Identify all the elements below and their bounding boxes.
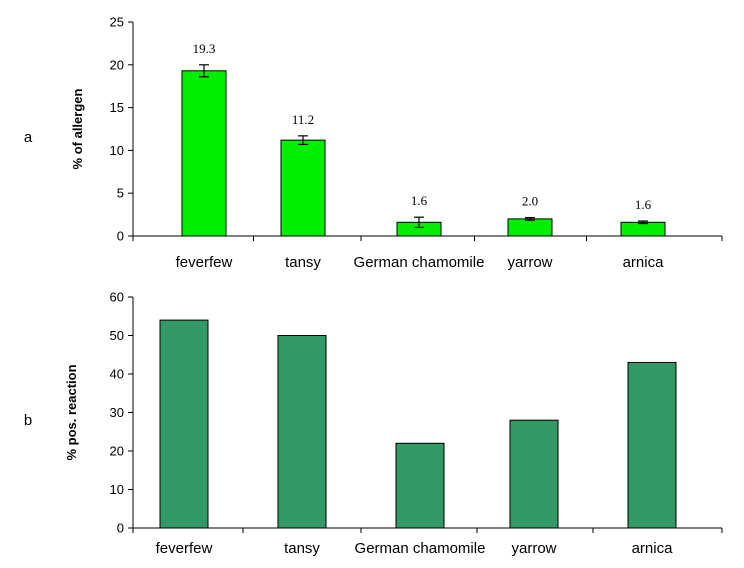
panel-a-category-label: feverfew [176,254,233,271]
panel-a-category-label: arnica [623,254,665,271]
panel-a-y-tick-label: 15 [110,100,124,115]
panel-a-y-tick-label: 20 [110,57,124,72]
panel-a-data-label: 2.0 [522,194,538,209]
panel-a-bar-feverfew [181,70,227,237]
panel-a-category-label: tansy [285,254,321,271]
panel-b-y-tick-label: 60 [110,290,124,305]
panel-b-label: b [24,412,32,429]
panel-b-bar-yarrow [509,419,559,529]
panel-a-y-tick-label: 5 [117,186,124,201]
panel-b-bar-arnica [627,361,677,529]
panel-a-y-tick-label: 0 [117,229,124,244]
panel-b-y-tick-label: 40 [110,367,124,382]
panel-b-y-tick-label: 0 [117,521,124,536]
panel-a-data-label: 1.6 [635,197,652,212]
panel-b-bar-feverfew [159,319,209,529]
panel-b-bar-tansy [277,335,327,529]
panel-b-y-tick-label: 20 [110,444,124,459]
panel-a-data-label: 1.6 [411,193,428,208]
panel-b-category-label: yarrow [511,540,556,557]
panel-a-y-tick-label: 10 [110,143,124,158]
panel-b-y-axis-title: % pos. reaction [64,364,79,460]
panel-a-y-tick-label: 25 [110,15,124,30]
panel-a-label: a [24,129,33,146]
panel-a-bar-tansy [280,139,326,237]
panel-b-y-tick-label: 10 [110,482,124,497]
panel-b-category-label: German chamomile [355,540,486,557]
panel-a-bar-arnica [620,221,666,237]
panel-a-bar-yarrow [507,218,553,237]
panel-b-category-label: arnica [632,540,674,557]
panel-a-category-label: yarrow [507,254,552,271]
panel-b-category-label: tansy [284,540,320,557]
panel-a-category-label: German chamomile [354,254,485,271]
panel-b-category-label: feverfew [156,540,213,557]
panel-b-y-tick-label: 30 [110,405,124,420]
panel-a-y-axis-title: % of allergen [70,88,85,169]
panel-b-y-tick-label: 50 [110,328,124,343]
panel-a-data-label: 19.3 [193,41,216,56]
panel-b-bar-german-chamomile [395,442,445,529]
panel-a-data-label: 11.2 [292,112,314,127]
